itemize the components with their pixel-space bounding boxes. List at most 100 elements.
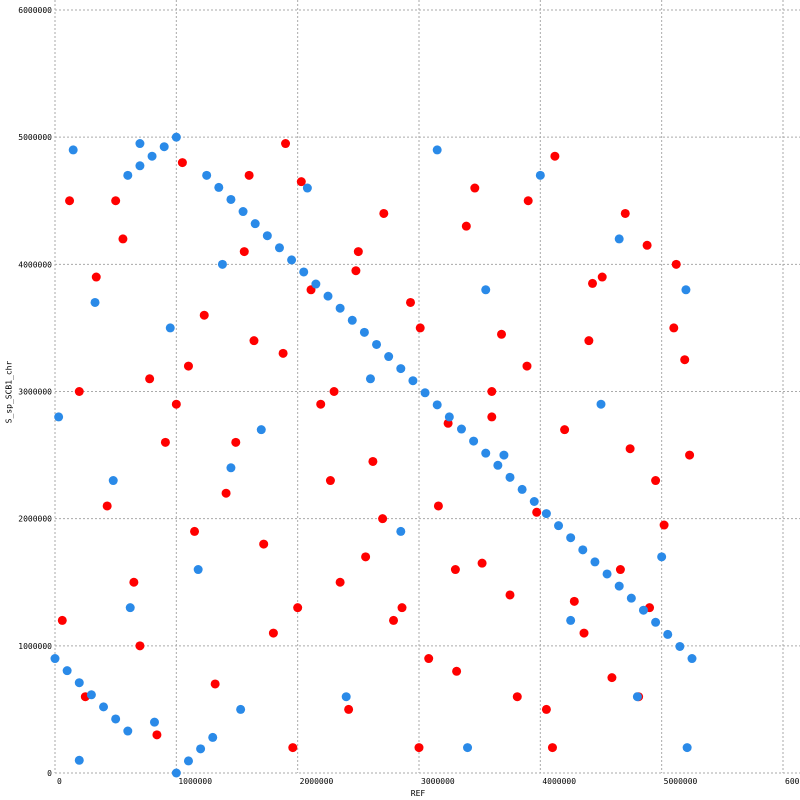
point [680, 355, 690, 365]
point [323, 291, 333, 301]
point [487, 387, 497, 396]
point [239, 247, 249, 257]
point [584, 336, 594, 346]
point [244, 170, 254, 180]
point [456, 424, 466, 434]
point [123, 726, 133, 736]
point [651, 617, 661, 627]
point [171, 132, 181, 142]
point [535, 170, 545, 180]
point [550, 151, 560, 161]
point [372, 339, 382, 349]
point [135, 139, 145, 149]
point [523, 196, 533, 206]
point [541, 509, 551, 519]
point [231, 437, 241, 447]
point [470, 183, 480, 193]
point [196, 744, 206, 754]
point [615, 565, 625, 575]
point [341, 692, 351, 702]
y-tick-label: 5000000 [18, 133, 52, 142]
point [171, 399, 181, 409]
point [596, 399, 606, 409]
point [378, 514, 388, 524]
point [406, 297, 416, 307]
point [278, 348, 288, 358]
point [149, 717, 159, 727]
x-tick-label: 1000000 [178, 777, 212, 786]
point [129, 577, 139, 587]
point [347, 315, 357, 325]
x-tick-label: 2000000 [300, 777, 334, 786]
point [135, 161, 145, 171]
point [57, 615, 67, 625]
y-tick-label: 2000000 [18, 515, 52, 524]
point [344, 704, 354, 714]
point [118, 234, 128, 244]
point [597, 272, 607, 282]
point [461, 221, 471, 231]
point [554, 521, 564, 531]
point [259, 539, 269, 549]
point [397, 603, 407, 613]
point [452, 666, 462, 676]
point [396, 364, 406, 374]
point [590, 557, 600, 567]
point [99, 702, 109, 712]
point [685, 450, 695, 460]
point [424, 654, 434, 664]
point [651, 476, 661, 486]
point [547, 743, 557, 753]
point [638, 605, 648, 615]
point [493, 460, 503, 470]
x-tick-label: 6000000 [785, 777, 800, 786]
point [566, 533, 576, 543]
point [669, 323, 679, 333]
y-tick-label: 1000000 [18, 642, 52, 651]
point [268, 628, 278, 638]
point [302, 183, 312, 193]
point [657, 552, 667, 562]
point [177, 158, 187, 168]
point [152, 730, 162, 740]
point [199, 310, 209, 320]
point [384, 352, 394, 362]
point [135, 641, 145, 651]
point [123, 170, 133, 180]
point [450, 565, 460, 575]
point [614, 234, 624, 244]
point [249, 336, 259, 346]
point [477, 558, 487, 568]
point [408, 376, 418, 386]
point [663, 629, 673, 639]
point [625, 444, 635, 454]
point [217, 259, 227, 269]
point [365, 374, 375, 384]
point [626, 593, 636, 603]
point [159, 142, 169, 152]
point [532, 507, 542, 517]
point [602, 569, 612, 579]
point [274, 243, 284, 253]
point [226, 463, 236, 473]
point [171, 768, 181, 778]
point [74, 387, 84, 396]
point [469, 436, 479, 446]
point [62, 666, 72, 676]
point [111, 714, 121, 724]
point [202, 170, 212, 180]
point [226, 194, 236, 204]
point [183, 756, 193, 766]
point [183, 361, 193, 371]
x-axis-label: REF [411, 789, 426, 798]
point [566, 615, 576, 625]
point [541, 704, 551, 714]
point [517, 484, 527, 494]
point [659, 520, 669, 530]
point [108, 476, 118, 486]
point [74, 755, 84, 765]
point [614, 581, 624, 591]
point [147, 151, 157, 161]
point [288, 743, 298, 753]
